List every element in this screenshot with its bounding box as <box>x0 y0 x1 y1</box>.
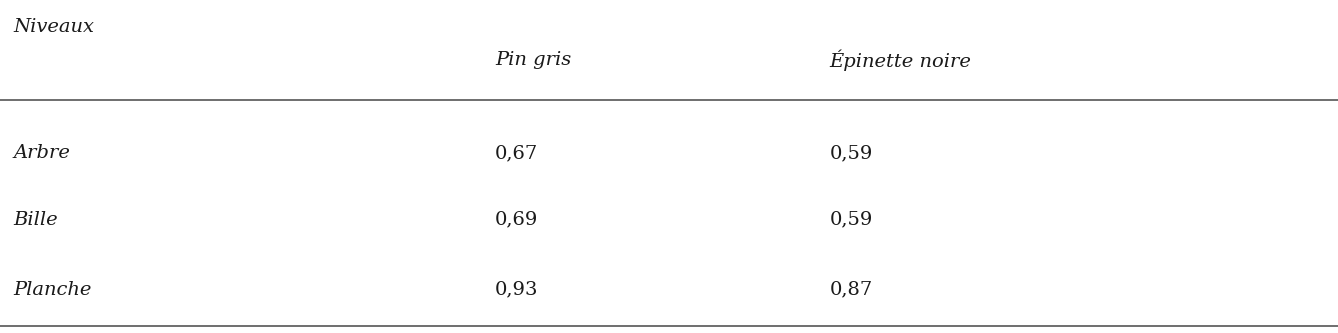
Text: 0,87: 0,87 <box>830 281 872 299</box>
Text: 0,59: 0,59 <box>830 144 872 162</box>
Text: 0,69: 0,69 <box>495 211 538 229</box>
Text: 0,67: 0,67 <box>495 144 538 162</box>
Text: Épinette noire: Épinette noire <box>830 49 971 71</box>
Text: Niveaux: Niveaux <box>13 18 95 36</box>
Text: Arbre: Arbre <box>13 144 71 162</box>
Text: 0,59: 0,59 <box>830 211 872 229</box>
Text: Planche: Planche <box>13 281 92 299</box>
Text: Bille: Bille <box>13 211 58 229</box>
Text: Pin gris: Pin gris <box>495 51 571 69</box>
Text: 0,93: 0,93 <box>495 281 539 299</box>
